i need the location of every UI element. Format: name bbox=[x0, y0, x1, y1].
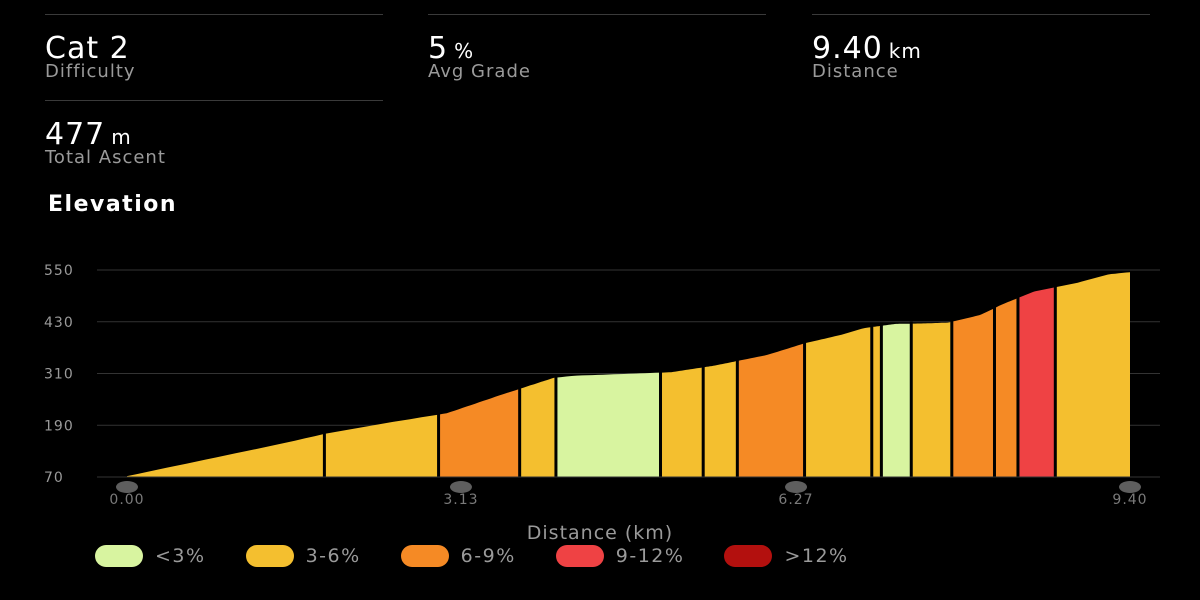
divider bbox=[428, 14, 766, 15]
elevation-segment bbox=[881, 323, 912, 477]
x-axis-title: Distance (km) bbox=[526, 522, 674, 544]
elevation-segment bbox=[871, 325, 882, 477]
x-tick-label: 9.40 bbox=[1112, 492, 1147, 508]
legend-label: 3-6% bbox=[305, 545, 361, 567]
y-tick-label: 70 bbox=[44, 470, 64, 486]
y-tick-label: 310 bbox=[44, 367, 74, 383]
total-ascent-label: Total Ascent bbox=[45, 147, 166, 168]
x-tick-label: 0.00 bbox=[109, 492, 144, 508]
elevation-segment bbox=[737, 343, 805, 477]
legend-label: 6-9% bbox=[460, 545, 516, 567]
legend-label: <3% bbox=[155, 545, 206, 567]
avg-grade-unit: % bbox=[454, 39, 475, 63]
elevation-segment bbox=[911, 321, 952, 477]
x-tick-marker bbox=[1119, 481, 1141, 493]
total-ascent-unit: m bbox=[111, 125, 132, 149]
x-tick-label: 3.13 bbox=[443, 492, 478, 508]
elevation-segment bbox=[703, 361, 738, 477]
legend-item: <3% bbox=[95, 545, 206, 567]
legend-swatch bbox=[95, 545, 143, 567]
difficulty-label: Difficulty bbox=[45, 61, 136, 82]
elevation-segment bbox=[660, 367, 704, 477]
elevation-segment bbox=[324, 414, 439, 477]
elevation-segment bbox=[951, 308, 995, 477]
distance-unit: km bbox=[888, 39, 922, 63]
total-ascent-value: 477 m bbox=[45, 117, 132, 152]
elevation-segment bbox=[438, 388, 520, 477]
y-tick-label: 550 bbox=[44, 263, 74, 279]
legend-swatch bbox=[555, 545, 604, 567]
divider bbox=[812, 14, 1150, 15]
divider bbox=[45, 100, 383, 101]
x-tick-label: 6.27 bbox=[778, 492, 813, 508]
y-tick-label: 190 bbox=[44, 418, 74, 434]
distance-value: 9.40 km bbox=[812, 31, 922, 66]
legend-item: >12% bbox=[724, 545, 848, 567]
elevation-segment bbox=[994, 298, 1018, 477]
legend-label: >12% bbox=[784, 545, 849, 567]
legend-swatch bbox=[245, 545, 294, 567]
avg-grade-value: 5% bbox=[428, 31, 475, 66]
distance-label: Distance bbox=[812, 61, 899, 82]
legend-item: 6-9% bbox=[400, 545, 516, 567]
elevation-segment bbox=[127, 433, 325, 477]
y-tick-label: 430 bbox=[44, 315, 74, 331]
x-tick-marker bbox=[449, 481, 472, 493]
section-title: Elevation bbox=[48, 192, 178, 217]
legend: <3% 3-6% 6-9% 9-12% >12% bbox=[95, 545, 889, 567]
elevation-segment bbox=[555, 372, 661, 477]
elevation-segment bbox=[1055, 272, 1130, 477]
x-tick-marker bbox=[116, 481, 138, 493]
legend-item: 3-6% bbox=[245, 545, 361, 567]
legend-item: 9-12% bbox=[555, 545, 685, 567]
divider bbox=[45, 14, 383, 15]
legend-swatch bbox=[724, 545, 773, 567]
x-tick-marker bbox=[785, 481, 808, 493]
elevation-chart: 70 190 310 430 550 0.00 3.13 6.27 9.40 bbox=[44, 263, 1160, 508]
elevation-segment bbox=[1018, 287, 1056, 477]
avg-grade-label: Avg Grade bbox=[428, 61, 531, 82]
elevation-segment bbox=[804, 327, 872, 477]
difficulty-value: Cat 2 bbox=[45, 31, 130, 66]
elevation-segment bbox=[519, 377, 556, 477]
legend-label: 9-12% bbox=[615, 545, 685, 567]
legend-swatch bbox=[400, 545, 449, 567]
